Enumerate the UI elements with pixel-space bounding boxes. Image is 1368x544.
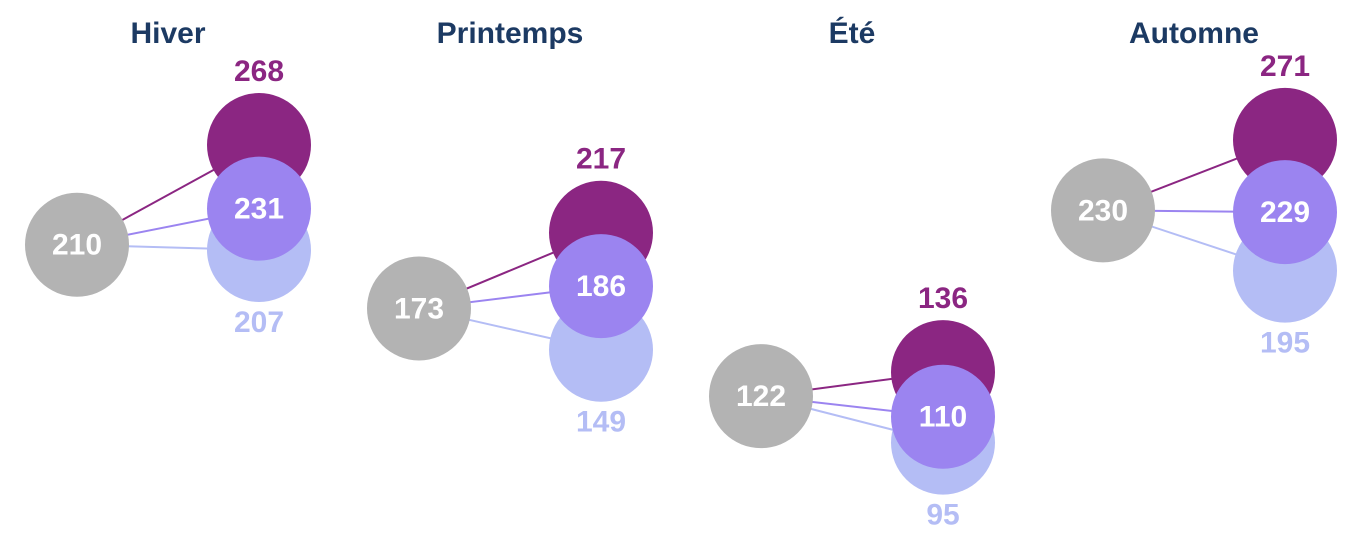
- panel-title: Printemps: [437, 17, 584, 50]
- dot: [25, 192, 129, 297]
- panel-title: Automne: [1129, 17, 1259, 50]
- value-label: 231: [234, 193, 284, 226]
- value-label: 210: [52, 229, 102, 262]
- dot: [367, 256, 471, 361]
- dot: [1051, 158, 1155, 263]
- value-label: 110: [919, 401, 967, 434]
- value-label: 186: [576, 270, 626, 303]
- value-label: 271: [1260, 50, 1310, 83]
- value-label: 195: [1260, 327, 1310, 360]
- panel-title: Été: [829, 16, 876, 50]
- value-label: 122: [736, 380, 786, 413]
- panel-title: Hiver: [130, 17, 205, 50]
- value-label: 173: [394, 292, 444, 325]
- dot: [709, 344, 813, 449]
- value-label: 217: [576, 143, 626, 176]
- dot: [891, 364, 995, 469]
- value-label: 149: [576, 406, 626, 439]
- value-label: 207: [234, 306, 284, 339]
- dot: [1233, 87, 1337, 192]
- value-label: 229: [1260, 196, 1310, 229]
- value-label: 136: [918, 282, 968, 315]
- dot: [549, 234, 653, 339]
- dot: [207, 156, 311, 261]
- value-label: 230: [1078, 194, 1128, 227]
- value-label: 268: [234, 55, 284, 88]
- value-label: 95: [926, 499, 959, 532]
- dot: [1233, 160, 1337, 265]
